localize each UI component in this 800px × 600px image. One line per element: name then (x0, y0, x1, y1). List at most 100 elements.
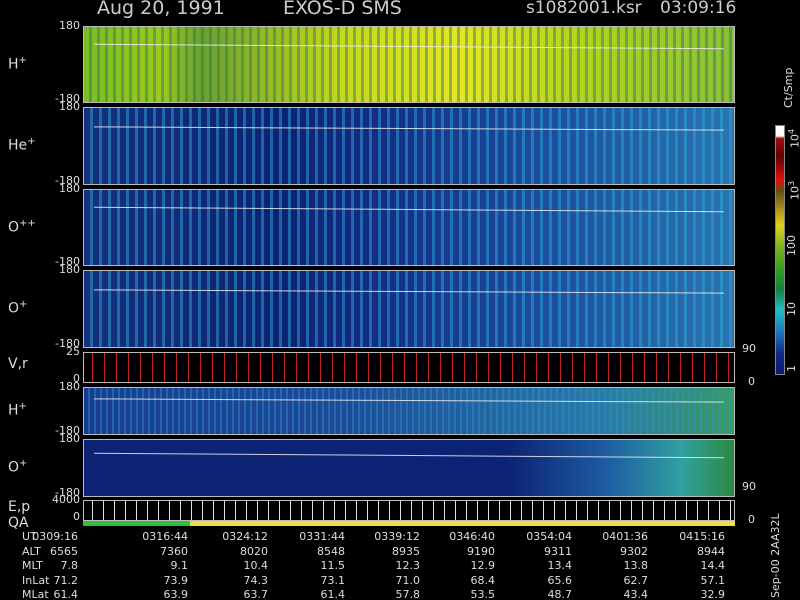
species: H (8, 56, 19, 73)
y-top-label: 180 (59, 432, 80, 445)
panel-label: O+ (8, 297, 27, 317)
table-cell: 71.0 (395, 573, 421, 587)
species: O (8, 219, 20, 236)
row-header: MLT (22, 559, 43, 572)
qa-bar-good (83, 521, 190, 526)
table-cell: 6565 (50, 544, 78, 558)
table-cell: 48.7 (547, 588, 573, 600)
y-top-label: 180 (59, 19, 80, 32)
row-header: UT (22, 530, 37, 543)
table-cell: 8935 (392, 544, 420, 558)
panel-label: E,p (8, 499, 30, 515)
table-cell: 0346:40 (449, 530, 495, 543)
row-header: MLat (22, 588, 49, 600)
y-bottom-label: -180 (55, 424, 80, 437)
y-bottom-label: -180 (55, 255, 80, 268)
table-cell: 0339:12 (374, 530, 420, 543)
trace-line (94, 288, 724, 294)
species: He (8, 137, 28, 154)
table-cell: 74.3 (243, 573, 269, 587)
charge: + (18, 54, 27, 66)
y2-top-label: 90 (742, 480, 756, 493)
y-bottom-label: -180 (55, 486, 80, 499)
y-bottom-label: -180 (55, 92, 80, 105)
panel-label: O+ (8, 456, 27, 476)
y-top-label: 25 (66, 345, 80, 358)
colorbar-label: 104 (786, 129, 800, 148)
colorbar-label-text: 10 (788, 134, 800, 148)
row-header: InLat (22, 573, 50, 587)
table-cell: 8020 (240, 544, 268, 558)
qa-bar (190, 521, 735, 526)
y-top-label: 180 (59, 263, 80, 276)
charge: + (18, 401, 27, 412)
table-cell: 0331:44 (299, 530, 345, 543)
footer: Sep-00 2AA32L (769, 513, 782, 598)
instrument: EXOS-D SMS (283, 0, 402, 19)
y-top-label: 180 (59, 182, 80, 195)
table-cell: 8944 (697, 544, 725, 558)
panel-label: H+ (8, 53, 27, 73)
table-cell: 13.8 (623, 559, 649, 572)
colorbar-label-exp: 4 (787, 128, 796, 134)
table-cell: 53.5 (470, 588, 496, 600)
species: V,r (8, 355, 28, 372)
table-cell: 12.3 (395, 559, 421, 572)
trace-line (94, 44, 724, 50)
table-cell: 9311 (544, 544, 572, 558)
row-header: ALT (22, 544, 41, 558)
table-cell: 8548 (317, 544, 345, 558)
colorbar (775, 125, 785, 375)
species: O (8, 459, 20, 476)
table-cell: 9.1 (170, 559, 189, 572)
panel-label: V,r (8, 356, 28, 372)
y2-bottom-label: 0 (748, 513, 755, 526)
table-cell: 43.4 (623, 588, 649, 600)
colorbar-label: 103 (786, 181, 800, 200)
trace-line (94, 452, 724, 458)
y-top-label: 180 (59, 380, 80, 393)
spectrogram-panel (83, 270, 735, 348)
colorbar-label-text: 10 (785, 302, 798, 316)
colorbar-label-exp: 3 (787, 180, 796, 186)
date: Aug 20, 1991 (97, 0, 225, 19)
y-bottom-label: -180 (55, 174, 80, 187)
table-cell: 9302 (620, 544, 648, 558)
table-cell: 68.4 (470, 573, 496, 587)
y2-bottom-label: 0 (748, 375, 755, 388)
y-bottom-label: 0 (73, 372, 80, 385)
table-cell: 65.6 (547, 573, 573, 587)
trace-line (94, 398, 724, 403)
spectrogram-panel (83, 26, 735, 103)
table-cell: 9190 (467, 544, 495, 558)
table-cell: 71.2 (53, 573, 79, 587)
table-cell: 0401:36 (602, 530, 648, 543)
y-bottom-label: 0 (73, 510, 80, 523)
spectrogram-panel (83, 439, 735, 497)
trace-line (94, 207, 724, 213)
panel-label-2: QA (8, 515, 29, 531)
time: 03:09:16 (660, 0, 737, 18)
spectrogram-panel (83, 352, 735, 383)
colorbar-label: 100 (785, 235, 798, 256)
charge: + (27, 136, 36, 147)
spectrogram-panel (83, 189, 735, 266)
table-cell: 14.4 (700, 559, 726, 572)
panel-label: He+ (8, 134, 36, 154)
table-cell: 7360 (160, 544, 188, 558)
y-bottom-label: -180 (55, 337, 80, 350)
charge: + (19, 458, 28, 469)
table-cell: 61.4 (320, 588, 346, 600)
panel-label: O++ (8, 216, 36, 236)
colorbar-label-text: 10 (788, 186, 800, 200)
species: O (8, 300, 20, 317)
spectrogram-panel (83, 107, 735, 185)
species: H (8, 402, 19, 419)
table-cell: 12.9 (470, 559, 496, 572)
spectrogram-panel (83, 387, 735, 435)
table-cell: 0309:16 (32, 530, 78, 543)
colorbar-label-text: 100 (785, 235, 798, 256)
colorbar-label: 10 (785, 302, 798, 316)
table-cell: 57.8 (395, 588, 421, 600)
